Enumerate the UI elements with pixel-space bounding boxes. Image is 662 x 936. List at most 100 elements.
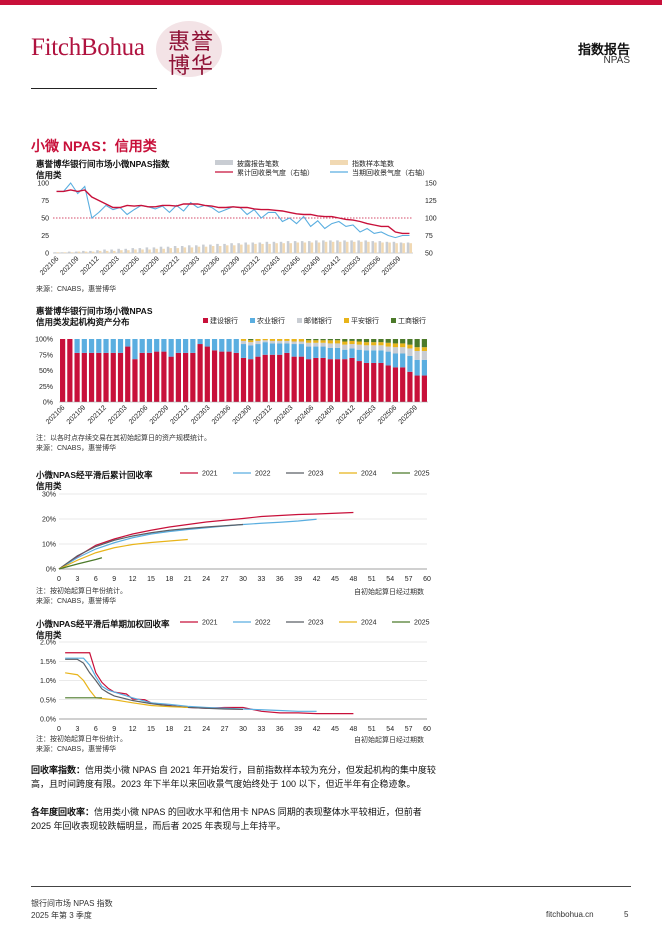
chart2-bar-segment <box>385 342 391 347</box>
chart1-x-tick: 202303 <box>180 255 202 277</box>
chart4-x-tick: 48 <box>350 726 358 733</box>
footer-website-link[interactable]: fitchbohua.cn <box>546 910 594 919</box>
chart2-bar-segment <box>117 352 124 402</box>
chart2-x-tick: 202212 <box>169 404 191 426</box>
paragraph-text: 信用类小微 NPAS 自 2021 年开始发行，目前指数样本较为充分，但发起机构… <box>31 765 436 789</box>
chart2-bar-segment <box>327 359 333 402</box>
chart1-bar-sample <box>353 241 356 253</box>
chart2-bar-segment <box>306 346 312 360</box>
chart2-bar-segment <box>88 339 95 353</box>
chart1-right-tick: 50 <box>425 251 433 258</box>
chart2-y-tick: 50% <box>39 368 53 375</box>
chart2-bar-segment <box>197 339 203 345</box>
chart2-bar-segment <box>161 351 167 402</box>
chart2-bar-segment <box>161 339 167 352</box>
chart1-bar-disclosed <box>67 251 71 253</box>
chart2-bar-segment <box>320 357 326 402</box>
chart2-legend-swatch <box>391 318 396 323</box>
chart1-bar-disclosed <box>315 240 318 253</box>
chart1-bar-sample <box>98 250 102 253</box>
chart3-line-2021 <box>58 511 354 570</box>
chart2-x-tick: 202509 <box>398 404 420 426</box>
chart2-bar-segment <box>378 350 384 363</box>
chart2-x-tick: 202409 <box>315 404 337 426</box>
chart4-x-tick: 33 <box>258 726 266 733</box>
chart4-x-tick: 21 <box>184 726 192 733</box>
chart1-bar-sample <box>148 249 151 253</box>
chart1-bar-sample <box>240 244 243 253</box>
chart1-title: 惠誉博华银行间市场小微NPAS指数 信用类 <box>36 159 170 181</box>
chart1-source: 来源：CNABS，惠誉博华 <box>36 286 117 293</box>
chart2-source: 来源：CNABS，惠誉博华 <box>36 445 117 452</box>
paragraph-recovery-index: 回收率指数：信用类小微 NPAS 自 2021 年开始发行，目前指数样本较为充分… <box>31 764 441 791</box>
chart2-bar-segment <box>407 356 413 372</box>
chart2-bar-segment <box>306 339 312 341</box>
chart4-line-2022 <box>65 657 317 712</box>
chart2-bar-segment <box>327 347 333 360</box>
chart4-x-tick: 51 <box>368 726 376 733</box>
chart2-bar-segment <box>371 345 377 351</box>
chart1-bar-disclosed <box>202 244 205 253</box>
chart2-bar-segment <box>400 343 406 348</box>
chart1-left-tick: 75 <box>41 198 49 205</box>
chart1-bar-disclosed <box>343 240 346 253</box>
chart1-bar-sample <box>247 244 250 253</box>
chart1-bar-sample <box>268 243 271 253</box>
chart2-bar-segment <box>306 342 312 347</box>
chart2-bar-segment <box>371 342 377 346</box>
chart2-legend-swatch <box>203 318 208 323</box>
chart3-title: 小微NPAS经平滑后累计回收率 信用类 <box>36 470 153 492</box>
chart3-legend-label: 2022 <box>255 471 271 478</box>
chart1-bar-sample <box>289 243 293 253</box>
chart1-bar-sample <box>310 242 314 253</box>
chart1-bar-sample <box>303 242 307 253</box>
chart2-bar-segment <box>168 339 174 357</box>
chart1-bar-sample <box>282 243 285 253</box>
chart2-bar-segment <box>349 339 355 341</box>
chart1-bar-sample <box>105 250 109 253</box>
chart3-x-tick: 39 <box>294 576 302 583</box>
chart4-legend-label: 2022 <box>255 620 271 627</box>
chart3-x-tick: 33 <box>258 576 266 583</box>
chart2-bar-segment <box>154 351 160 402</box>
chart1-bar-disclosed <box>187 245 191 253</box>
chart3-subtitle: 信用类 <box>36 481 62 491</box>
chart2-bar-segment <box>298 339 304 342</box>
seal-char: 誉 <box>191 29 214 54</box>
chart3-x-tick: 27 <box>221 576 229 583</box>
paragraph-annual-recovery: 各年度回收率：信用类小微 NPAS 的回收水平和信用卡 NPAS 同期的表现整体… <box>31 806 441 833</box>
chart2-x-tick: 202203 <box>107 404 129 426</box>
chart2-bar-segment <box>284 352 290 402</box>
chart2-legend-label: 平安银行 <box>351 316 379 325</box>
chart2-bar-segment <box>219 339 225 352</box>
chart2-legend-label: 工商银行 <box>398 316 426 325</box>
chart3-x-tick: 9 <box>112 576 116 583</box>
chart2-bar-segment <box>248 339 254 341</box>
chart2-bar-segment <box>392 347 399 354</box>
chart3-x-tick: 12 <box>129 576 137 583</box>
chart1-bar-sample <box>70 252 74 253</box>
chart2-bar-segment <box>269 343 276 355</box>
chart2-bar-segment <box>269 340 276 344</box>
chart4-x-tick: 57 <box>405 726 413 733</box>
chart1-bar-disclosed <box>53 252 57 253</box>
chart2-x-tick: 202306 <box>211 404 233 426</box>
chart1-bar-disclosed <box>307 241 311 253</box>
chart3-xlabel: 自初始起算日经过期数 <box>354 589 424 596</box>
chart2-bar-segment <box>262 354 268 402</box>
chart2-bar-segment <box>320 346 326 358</box>
chart2-bar-segment <box>190 339 196 353</box>
chart1-bar-disclosed <box>385 241 389 253</box>
chart2-bar-segment <box>421 359 427 376</box>
chart1-bar-disclosed <box>244 242 247 253</box>
chart2-bar-segment <box>248 345 254 360</box>
chart2-bar-segment <box>421 339 427 348</box>
chart2-bar-segment <box>385 346 391 352</box>
chart1-bar-disclosed <box>180 246 184 253</box>
chart2-bar-segment <box>60 339 66 402</box>
chart2-bar-segment <box>248 342 254 346</box>
chart2-bar-segment <box>414 339 420 348</box>
chart4-y-tick: 1.5% <box>40 659 56 666</box>
chart1-bar-disclosed <box>195 245 198 253</box>
chart3-x-tick: 18 <box>166 576 174 583</box>
